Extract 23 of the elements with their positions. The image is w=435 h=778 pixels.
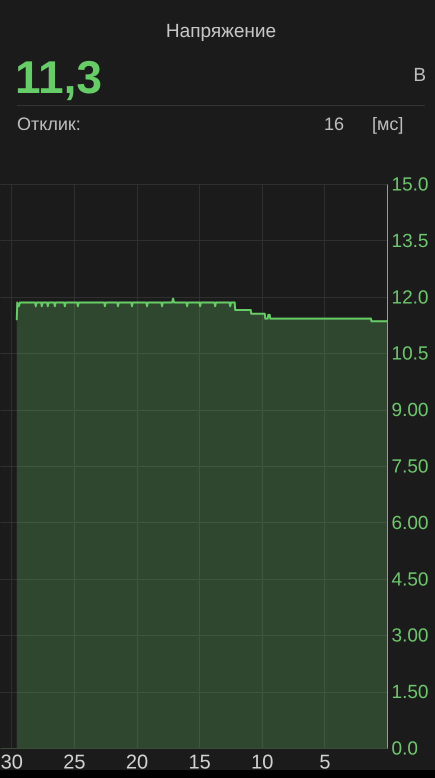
y-tick-label: 9.00	[392, 400, 428, 422]
y-tick-label: 7.50	[392, 456, 428, 478]
y-tick-label: 4.50	[392, 569, 428, 590]
x-tick-label: 20	[126, 752, 148, 774]
text: 11,3	[15, 51, 102, 103]
y-tick-label: 3.00	[392, 626, 428, 647]
y-tick-label: 6.00	[392, 512, 428, 534]
x-tick-label: 15	[188, 752, 211, 774]
text: В	[413, 65, 426, 86]
y-tick-label: 13.5	[392, 230, 428, 252]
text: Отклик:	[17, 114, 81, 134]
y-tick-label: 0.0	[392, 738, 418, 760]
chart-title: Напряжение	[164, 21, 278, 42]
text: 16	[324, 114, 344, 134]
x-tick-label: 10	[251, 752, 274, 774]
y-tick-label: 10.5	[392, 344, 428, 365]
x-tick-label: 25	[63, 752, 86, 774]
x-tick-label: 5	[319, 752, 330, 774]
text: [мс]	[372, 114, 404, 134]
x-tick-label: 30	[0, 752, 23, 774]
y-tick-label: 15.0	[392, 174, 428, 196]
y-tick-label: 1.50	[392, 682, 428, 704]
y-tick-label: 12.0	[392, 287, 428, 308]
